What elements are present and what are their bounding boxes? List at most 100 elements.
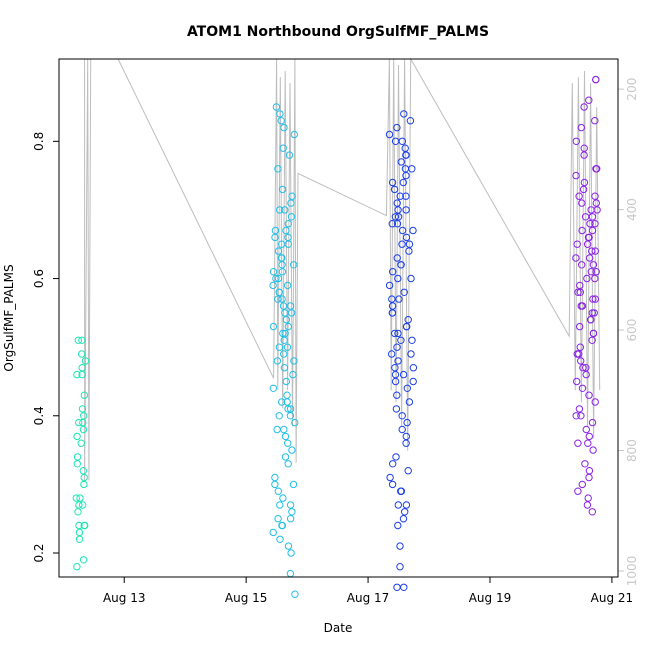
data-point-s0-8 — [78, 405, 87, 413]
data-point-s2-22 — [391, 213, 400, 221]
data-point-s2-72 — [404, 467, 412, 475]
data-point-s1-5 — [279, 144, 287, 152]
data-point-s0-2 — [78, 350, 86, 358]
data-point-s3-58 — [577, 357, 585, 365]
data-point-s3-30 — [591, 247, 599, 255]
data-point-s1-21 — [274, 247, 283, 255]
data-point-s3-77 — [585, 473, 593, 482]
data-point-s3-71 — [585, 432, 593, 441]
data-point-s2-8 — [402, 151, 410, 159]
data-point-s1-68 — [281, 453, 290, 461]
data-point-s1-70 — [271, 473, 279, 482]
y2-tick-label-1: 400 — [625, 198, 639, 221]
data-point-s1-33 — [275, 288, 283, 296]
data-point-s1-50 — [273, 357, 282, 365]
data-point-s1-7 — [274, 165, 282, 173]
data-point-s3-36 — [587, 268, 595, 276]
data-point-s1-56 — [283, 398, 291, 406]
x-axis-label: Date — [324, 621, 353, 635]
data-point-s3-3 — [580, 103, 588, 111]
data-point-s2-56 — [391, 364, 399, 372]
data-point-s2-58 — [399, 370, 408, 379]
data-point-s0-23 — [75, 501, 83, 509]
data-point-s2-25 — [398, 226, 407, 235]
data-point-s1-34 — [278, 295, 286, 303]
data-point-s2-48 — [391, 329, 399, 338]
data-point-s3-66 — [575, 405, 584, 413]
data-point-s3-42 — [576, 288, 584, 296]
data-point-s3-25 — [588, 226, 597, 235]
data-point-s2-23 — [393, 220, 402, 228]
data-point-s2-51 — [393, 343, 401, 351]
data-point-s1-44 — [279, 329, 287, 338]
y2-tick-label-4: 1000 — [625, 556, 639, 587]
data-point-s3-61 — [582, 370, 590, 379]
data-point-s3-64 — [585, 391, 593, 399]
data-point-s3-59 — [579, 364, 587, 372]
y-axis-label: OrgSulfMF_PALMS — [2, 264, 16, 371]
data-point-s1-52 — [289, 370, 297, 379]
data-point-s2-63 — [405, 398, 414, 406]
data-point-s1-43 — [281, 329, 289, 338]
data-point-s3-37 — [592, 268, 600, 276]
data-point-s3-23 — [591, 220, 599, 228]
data-point-s2-3 — [385, 130, 394, 139]
data-point-s0-25 — [75, 521, 83, 530]
data-point-s1-66 — [284, 439, 292, 447]
altitude-track-layer — [84, 57, 601, 481]
data-point-s1-82 — [269, 528, 277, 537]
data-point-s2-30 — [405, 247, 413, 255]
data-point-s1-30 — [283, 281, 292, 290]
data-point-s2-64 — [392, 405, 401, 413]
data-point-s0-15 — [73, 453, 82, 461]
data-point-s1-69 — [284, 460, 292, 468]
y2-tick-label-0: 200 — [625, 78, 639, 101]
data-point-s2-27 — [402, 233, 411, 242]
data-point-s3-7 — [580, 144, 588, 152]
data-point-s3-82 — [588, 508, 596, 516]
data-point-s2-55 — [409, 364, 418, 372]
data-point-s0-18 — [80, 473, 88, 482]
data-point-s1-18 — [284, 233, 292, 242]
data-point-s3-79 — [574, 487, 582, 495]
data-point-s0-3 — [81, 357, 90, 365]
y-tick-label-0: 0.2 — [32, 543, 46, 562]
data-point-s3-43 — [591, 295, 599, 303]
data-point-s3-76 — [585, 467, 594, 475]
axes-layer: Aug 13 Aug 15 Aug 17 Aug 19 Aug 21 0.2 0.4 0.6 0… — [32, 78, 639, 605]
data-point-s0-12 — [79, 425, 88, 434]
data-point-s2-60 — [391, 377, 400, 386]
data-point-s3-18 — [587, 206, 595, 214]
data-point-s1-27 — [269, 268, 278, 276]
data-point-s2-65 — [398, 412, 406, 420]
x-tick-label-2: Aug 17 — [347, 591, 390, 605]
data-point-s1-25 — [290, 261, 298, 269]
data-point-s1-2 — [277, 117, 285, 125]
data-point-s2-39 — [395, 295, 403, 303]
data-point-s3-15 — [591, 192, 599, 200]
data-point-s1-78 — [274, 515, 282, 523]
data-point-s1-36 — [286, 302, 295, 310]
data-point-s3-29 — [573, 240, 581, 248]
data-point-s3-81 — [583, 501, 592, 509]
data-point-s2-9 — [397, 158, 405, 166]
data-point-s2-6 — [401, 144, 409, 152]
data-point-s0-30 — [79, 556, 88, 564]
data-point-s1-51 — [280, 364, 289, 372]
data-point-s3-1 — [592, 75, 600, 84]
data-point-s1-81 — [278, 521, 287, 530]
data-point-s2-47 — [394, 329, 402, 338]
data-point-s3-10 — [593, 165, 601, 173]
x-tick-label-0: Aug 13 — [103, 591, 146, 605]
data-point-s1-14 — [284, 220, 292, 228]
data-point-s2-83 — [396, 563, 404, 571]
data-point-s1-86 — [286, 569, 295, 578]
data-point-s1-73 — [274, 487, 282, 495]
data-point-s1-4 — [290, 130, 298, 139]
data-point-s2-26 — [409, 226, 417, 235]
data-point-s2-0 — [400, 110, 408, 118]
data-point-s3-46 — [578, 302, 587, 310]
data-point-s3-60 — [582, 364, 590, 372]
data-point-s3-14 — [575, 192, 583, 200]
data-point-s1-59 — [284, 405, 292, 413]
